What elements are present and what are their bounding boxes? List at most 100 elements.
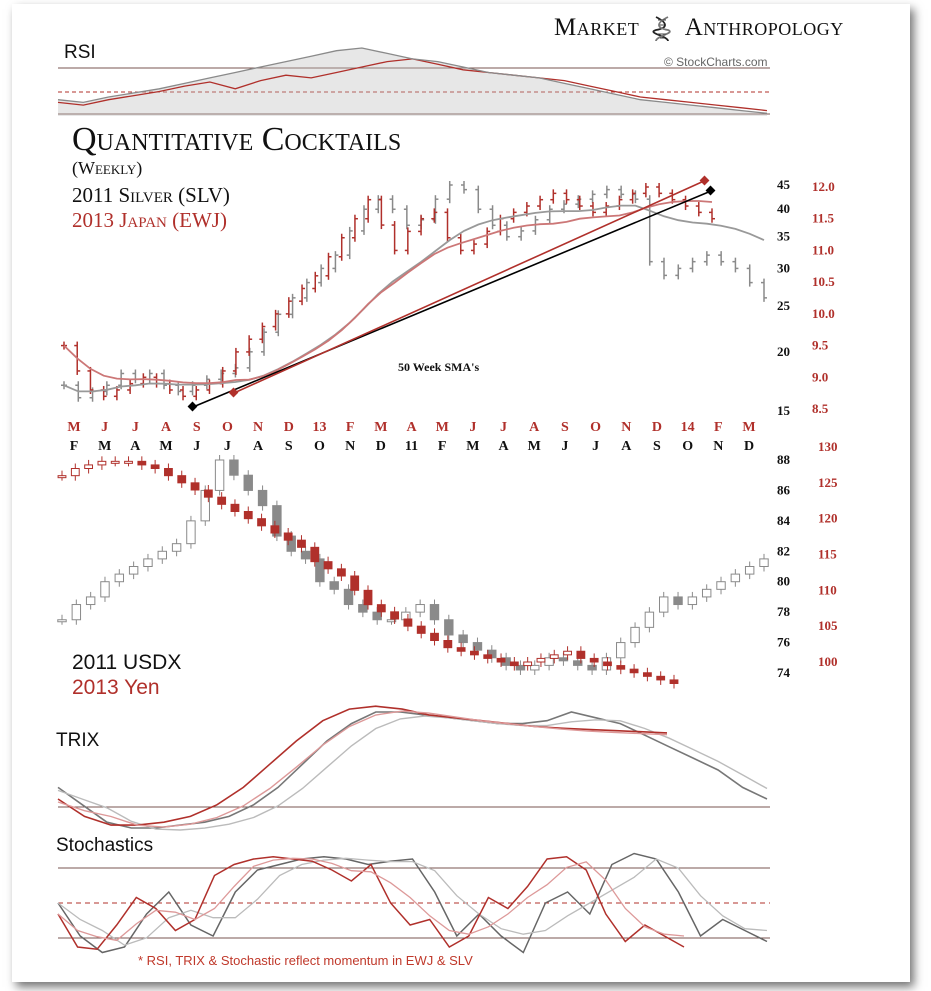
yen-body-25: [390, 611, 400, 620]
month-red-0: M: [67, 420, 80, 435]
slv-sma-line: [63, 204, 765, 393]
yen-body-12: [217, 496, 227, 505]
yen-body-40: [589, 657, 599, 663]
ewj-tick-2: 11.0: [812, 242, 834, 257]
usdx-body-22: [372, 611, 382, 621]
usdx-body-20: [343, 588, 354, 606]
month-black-12: F: [438, 439, 447, 454]
usdx-body-46: [716, 581, 726, 590]
month-black-15: M: [528, 439, 541, 454]
month-red-4: S: [193, 420, 201, 435]
usdx-body-5: [128, 566, 139, 575]
ewj-trend-start-marker: [228, 387, 239, 398]
subtitle: (Weekly): [72, 158, 143, 178]
yen-body-13: [230, 503, 240, 513]
yen-body-36: [536, 657, 546, 663]
month-black-19: S: [653, 439, 661, 454]
yen-body-38: [563, 650, 572, 656]
yen-body-26: [403, 618, 413, 627]
yen-body-27: [416, 625, 426, 634]
yen-body-9: [177, 475, 187, 484]
yen-body-8: [164, 468, 173, 477]
slv-trendline: [192, 190, 712, 408]
usdx-body-35: [558, 657, 569, 662]
yen-body-5: [124, 460, 133, 464]
usdx-body-2: [85, 596, 96, 606]
yen-body-18: [297, 539, 306, 548]
stoch-gray-k: [57, 852, 768, 954]
month-red-10: M: [374, 420, 387, 435]
usdx-body-14: [257, 489, 268, 507]
usdx-body-47: [730, 573, 741, 583]
rsi-line-gray: [57, 47, 768, 114]
brand-word-2: Anthropology: [684, 14, 844, 41]
yen-body-34: [509, 661, 519, 667]
stoch-gray-d: [57, 857, 768, 946]
usdx-tick-3: 82: [777, 543, 790, 558]
month-red-22: M: [742, 420, 755, 435]
slv-tick-0: 45: [777, 177, 791, 192]
yen-tick-0: 130: [818, 439, 838, 454]
usdx-body-40: [630, 626, 640, 644]
trix-gray-line: [57, 711, 768, 829]
month-red-9: F: [346, 420, 355, 435]
usdx-tick-6: 76: [777, 635, 791, 650]
rsi-area: [58, 48, 767, 116]
yen-body-29: [443, 640, 453, 649]
month-red-20: 14: [681, 420, 695, 435]
month-red-8: 13: [312, 420, 326, 435]
brand-logo: Market Anthropology: [554, 14, 844, 42]
usdx-body-27: [444, 619, 454, 636]
yen-body-33: [496, 657, 506, 663]
yen-body-45: [656, 675, 666, 681]
yen-label: 2013 Yen: [72, 676, 160, 699]
yen-body-15: [257, 518, 266, 527]
ewj-trend-end-marker: [699, 175, 710, 186]
usdx-body-36: [573, 660, 583, 666]
yen-body-21: [336, 568, 346, 577]
slv-tick-3: 30: [777, 260, 790, 275]
month-black-0: F: [70, 439, 79, 454]
ewj-tick-7: 8.5: [812, 401, 829, 416]
trix-gray-signal: [57, 715, 768, 831]
yen-body-41: [603, 661, 612, 667]
usdx-label: 2011 USDX: [72, 651, 182, 674]
usdx-body-1: [71, 604, 82, 621]
usdx-body-4: [114, 573, 125, 583]
ewj-trendline: [233, 180, 705, 394]
usdx-body-21: [358, 604, 368, 613]
yen-body-7: [150, 464, 160, 469]
month-red-5: O: [222, 420, 233, 435]
yen-body-17: [283, 532, 293, 541]
usdx-body-42: [659, 596, 669, 613]
month-red-1: J: [101, 420, 108, 435]
yen-body-35: [523, 661, 533, 667]
usdx-body-34: [544, 657, 554, 666]
yen-tick-3: 115: [818, 547, 837, 562]
month-red-7: D: [284, 420, 294, 435]
usdx-body-45: [701, 588, 712, 598]
usdx-tick-2: 84: [777, 513, 791, 528]
month-black-21: N: [713, 439, 723, 454]
credit: © StockCharts.com: [664, 55, 768, 69]
ewj-tick-4: 10.0: [812, 306, 835, 321]
chart-canvas: 45 40 35 30 25 20 15 12.0 11.5 11.0 10.5 10.0 9.5 9.0…: [57, 47, 838, 954]
month-red-15: A: [529, 420, 540, 435]
silver-label: 2011 Silver (SLV): [72, 183, 230, 207]
usdx-tick-1: 86: [777, 482, 791, 497]
yen-body-0: [57, 475, 67, 479]
month-red-11: A: [406, 420, 417, 435]
usdx-body-7: [157, 550, 167, 560]
yen-tick-2: 120: [818, 511, 838, 526]
yen-body-23: [363, 589, 373, 606]
month-black-14: A: [498, 439, 509, 454]
usdx-body-0: [57, 619, 67, 623]
yen-tick-5: 105: [818, 618, 838, 633]
month-black-20: O: [682, 439, 693, 454]
usdx-body-3: [100, 581, 110, 598]
month-black-1: M: [98, 439, 111, 454]
usdx-tick-7: 74: [777, 665, 791, 680]
usdx-body-12: [229, 459, 239, 476]
slv-trend-end-marker: [705, 185, 716, 196]
month-black-22: D: [744, 439, 754, 454]
